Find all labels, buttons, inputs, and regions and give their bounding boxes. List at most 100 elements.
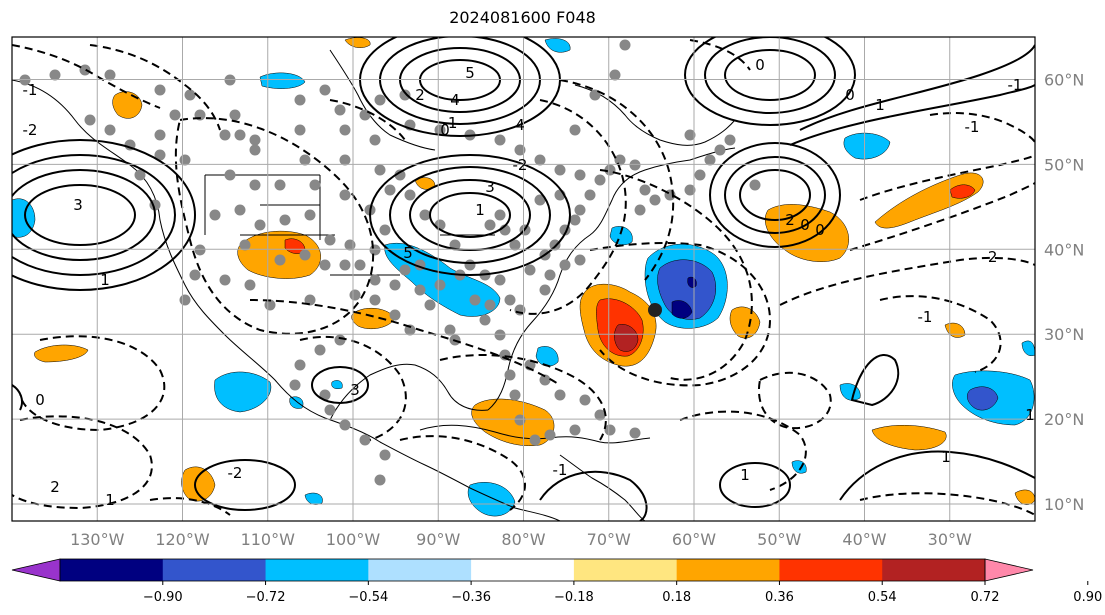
contour-line-dashed [689, 39, 751, 71]
latitude-tick-label: 50°N [1044, 155, 1084, 174]
contour-label: 3 [350, 381, 360, 399]
contour-line-dashed [849, 182, 1035, 251]
contour-label: 0 [800, 216, 810, 234]
negative-anomaly-region [304, 492, 323, 505]
observation-marker [469, 294, 481, 306]
negative-anomaly-region [214, 371, 272, 413]
longitude-tick-label: 100°W [326, 530, 381, 549]
colorbar-tick-label: −0.54 [348, 590, 388, 605]
contour-line-solid [379, 37, 541, 125]
colorbar-segment [368, 559, 472, 581]
observation-marker [404, 189, 416, 201]
observation-marker [274, 254, 286, 266]
contour-line-solid [12, 384, 23, 411]
contour-label: -1 [23, 81, 38, 99]
contour-line-solid [12, 139, 196, 291]
observation-marker [479, 314, 491, 326]
positive-anomaly-region [614, 324, 639, 352]
positive-anomaly-region [344, 37, 371, 48]
contour-label: 0 [755, 56, 765, 74]
contour-line-dashed [89, 44, 221, 131]
observation-marker [349, 289, 361, 301]
observation-marker [494, 134, 506, 146]
colorbar: −0.90 −0.72 −0.54 −0.36 −0.18 0.18 0.36 0.54 0.7… [11, 558, 1102, 605]
contour-line-solid [12, 154, 176, 276]
observation-marker [379, 224, 391, 236]
observation-marker [399, 89, 411, 101]
observation-marker [484, 299, 496, 311]
observation-marker [234, 204, 246, 216]
observation-marker [324, 234, 336, 246]
longitude-tick-label: 70°W [587, 530, 631, 549]
latitude-tick-label: 20°N [1044, 410, 1084, 429]
longitude-tick-label: 40°W [842, 530, 886, 549]
observation-marker [539, 374, 551, 386]
longitude-tick-label: 90°W [416, 530, 460, 549]
observation-marker [639, 184, 651, 196]
observation-marker [539, 284, 551, 296]
negative-anomaly-region [671, 300, 693, 319]
contour-line-solid [739, 169, 811, 221]
contour-line-solid [389, 166, 551, 264]
latitude-tick-label: 60°N [1044, 70, 1084, 89]
observation-marker [464, 259, 476, 271]
contour-line-solid [684, 37, 856, 126]
contour-line-solid [399, 47, 521, 113]
observation-marker [434, 279, 446, 291]
observation-marker [319, 259, 331, 271]
contour-label: -1 [965, 118, 980, 136]
negative-anomaly-region [544, 38, 571, 53]
colorbar-tick-label: −0.36 [451, 590, 491, 605]
observation-marker [369, 294, 381, 306]
observation-marker [399, 264, 411, 276]
observation-marker [179, 154, 191, 166]
contour-label: 0 [815, 221, 825, 239]
observation-marker [389, 309, 401, 321]
observation-marker [534, 194, 546, 206]
observation-marker [179, 294, 191, 306]
contour-label: -1 [1008, 76, 1023, 94]
colorbar-tick-label: 0.18 [662, 590, 691, 605]
observation-marker [324, 404, 336, 416]
contour-line-solid [539, 470, 648, 521]
observation-marker [309, 179, 321, 191]
observation-marker [389, 279, 401, 291]
contour-line-dashed [599, 169, 753, 381]
observation-marker [554, 389, 566, 401]
colorbar-extend-max [984, 558, 1034, 582]
observation-marker [294, 359, 306, 371]
observation-marker [224, 169, 236, 181]
observation-marker [579, 394, 591, 406]
contour-label: 0 [440, 121, 450, 139]
observation-marker [154, 84, 166, 96]
colorbar-tick-label: 0.36 [765, 590, 794, 605]
positive-anomaly-region [351, 307, 396, 329]
negative-anomaly-region [843, 132, 891, 160]
negative-anomaly-region [535, 346, 559, 367]
observation-marker [359, 434, 371, 446]
contour-line-dashed [439, 354, 607, 441]
coastline [12, 79, 561, 521]
observation-marker [369, 134, 381, 146]
observation-marker [379, 449, 391, 461]
contour-label: 4 [450, 91, 460, 109]
contour-line-dashed [399, 435, 526, 511]
contour-line-solid [724, 156, 826, 234]
observation-marker [514, 144, 526, 156]
contour-line-solid [709, 142, 841, 248]
observation-marker [219, 274, 231, 286]
contour-label: 5 [403, 244, 413, 262]
observation-marker [314, 344, 326, 356]
colorbar-segment [162, 559, 267, 581]
observation-marker [49, 69, 61, 81]
observation-marker [559, 259, 571, 271]
observation-marker [339, 154, 351, 166]
observation-marker [404, 324, 416, 336]
observation-marker [504, 369, 516, 381]
contour-line-dashed [859, 492, 1035, 516]
observation-marker [224, 74, 236, 86]
observation-marker [619, 39, 631, 51]
contour-line-dashed [174, 117, 375, 335]
observation-marker [369, 274, 381, 286]
